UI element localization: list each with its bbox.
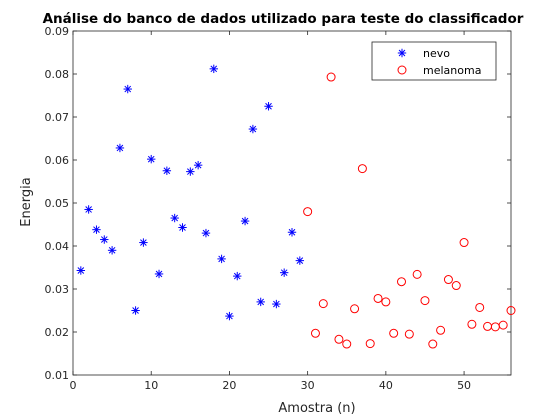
- melanoma-point: [318, 299, 328, 309]
- nevo-point: [279, 268, 289, 277]
- melanoma-point: [342, 339, 352, 349]
- y-tick-label: 0.06: [45, 154, 70, 167]
- x-tick-label: 30: [301, 379, 315, 392]
- y-tick-label: 0.05: [45, 197, 70, 210]
- melanoma-point: [459, 238, 469, 248]
- melanoma-point: [404, 329, 414, 339]
- melanoma-point: [467, 319, 477, 329]
- legend-marker-melanoma: [397, 65, 407, 75]
- melanoma-point: [451, 281, 461, 291]
- melanoma-point: [357, 164, 367, 174]
- plot-area: 0 10 20 30 40 50 0.01 0.02 0.03 0.04 0.05 0.06 0.07 0…: [45, 25, 516, 392]
- nevo-point: [193, 160, 203, 170]
- melanoma-point: [303, 207, 313, 217]
- nevo-point: [209, 64, 218, 74]
- x-tick-label: 20: [222, 379, 236, 392]
- nevo-point: [264, 102, 273, 111]
- melanoma-point: [498, 320, 508, 330]
- melanoma-point: [310, 328, 320, 338]
- melanoma-point: [334, 334, 344, 344]
- nevo-point: [107, 246, 117, 255]
- nevo-point: [139, 238, 148, 247]
- axis-ticks: 0 10 20 30 40 50 0.01 0.02 0.03 0.04 0.05 0.06 0.07 0…: [45, 25, 511, 392]
- melanoma-point: [389, 328, 399, 338]
- nevo-point: [272, 299, 281, 309]
- legend-marker-nevo: [397, 48, 407, 58]
- nevo-point: [248, 124, 258, 134]
- y-tick-label: 0.09: [45, 25, 70, 38]
- nevo-point: [123, 84, 132, 94]
- melanoma-point: [350, 304, 360, 314]
- nevo-point: [287, 228, 297, 237]
- y-tick-label: 0.02: [45, 326, 70, 339]
- nevo-point: [84, 205, 93, 214]
- x-tick-label: 10: [144, 379, 158, 392]
- nevo-point: [217, 254, 226, 264]
- nevo-point: [92, 225, 101, 234]
- nevo-point: [240, 216, 250, 226]
- x-tick-label: 0: [70, 379, 77, 392]
- y-tick-label: 0.04: [45, 240, 70, 253]
- melanoma-point: [420, 296, 430, 306]
- y-tick-label: 0.07: [45, 111, 70, 124]
- nevo-point: [201, 228, 211, 238]
- nevo-point: [295, 256, 305, 265]
- melanoma-point: [381, 297, 391, 307]
- nevo-point: [131, 306, 140, 315]
- data-points: [76, 64, 516, 349]
- melanoma-point: [428, 339, 438, 349]
- nevo-point: [256, 297, 265, 307]
- melanoma-point: [326, 72, 336, 82]
- legend-entry-melanoma: melanoma: [423, 64, 481, 77]
- plot-frame: [72, 30, 512, 376]
- melanoma-point: [397, 277, 406, 287]
- melanoma-point: [365, 339, 375, 349]
- nevo-point: [76, 266, 86, 275]
- nevo-point: [178, 223, 187, 232]
- nevo-point: [115, 143, 125, 153]
- melanoma-point: [443, 275, 453, 285]
- chart-title: Análise do banco de dados utilizado para…: [43, 11, 524, 27]
- legend: nevo melanoma: [371, 41, 497, 81]
- melanoma-point: [373, 293, 383, 303]
- nevo-point: [100, 235, 109, 244]
- melanoma-point: [436, 325, 446, 335]
- melanoma-point: [412, 269, 422, 279]
- nevo-point: [186, 167, 195, 176]
- x-tick-label: 50: [457, 379, 471, 392]
- nevo-point: [147, 154, 156, 164]
- nevo-point: [154, 269, 164, 279]
- y-tick-label: 0.03: [45, 283, 70, 296]
- melanoma-point: [475, 302, 485, 312]
- nevo-point: [225, 311, 234, 321]
- x-axis-label: Amostra (n): [278, 401, 355, 416]
- nevo-point: [233, 271, 242, 281]
- y-axis-label: Energia: [19, 177, 34, 226]
- nevo-point: [162, 166, 172, 175]
- nevo-point: [170, 213, 179, 223]
- legend-entry-nevo: nevo: [423, 47, 450, 60]
- y-tick-label: 0.01: [45, 369, 70, 382]
- legend-box: [371, 41, 497, 81]
- melanoma-point: [506, 306, 516, 315]
- y-tick-label: 0.08: [45, 68, 70, 81]
- x-tick-label: 40: [379, 379, 393, 392]
